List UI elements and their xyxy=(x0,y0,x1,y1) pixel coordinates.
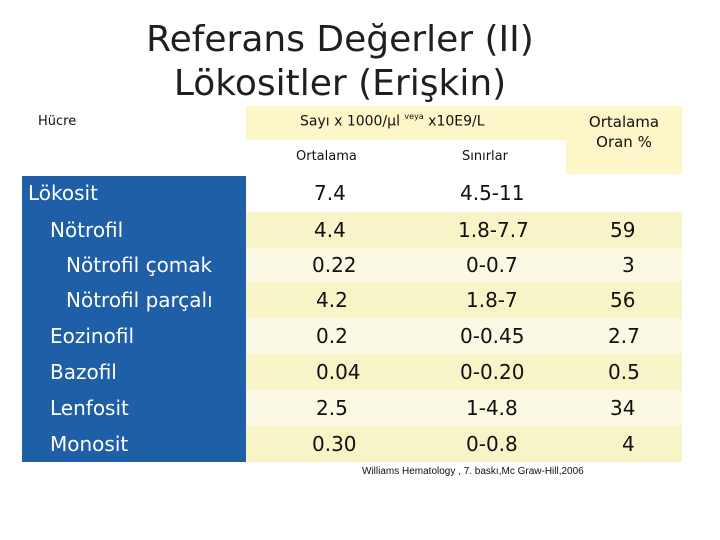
row-cell-notrofil-comak: Nötrofil çomak xyxy=(66,253,212,277)
row-ratio-bazofil: 0.5 xyxy=(608,360,640,384)
row-ratio-monosit: 4 xyxy=(622,432,635,456)
row-range-notrofil: 1.8-7.7 xyxy=(458,218,529,242)
slide-title: Referans Değerler (II) Lökositler (Erişk… xyxy=(100,18,580,106)
row-range-notrofil-comak: 0-0.7 xyxy=(466,253,518,277)
row-mean-lokosit: 7.4 xyxy=(314,181,346,205)
row-mean-lenfosit: 2.5 xyxy=(316,396,348,420)
row-mean-bazofil: 0.04 xyxy=(316,360,361,384)
row-cell-bazofil: Bazofil xyxy=(50,360,117,384)
row-cell-notrofil-parcali: Nötrofil parçalı xyxy=(66,288,213,312)
row-range-notrofil-parcali: 1.8-7 xyxy=(466,288,518,312)
header-range-label: Sınırlar xyxy=(462,149,508,164)
row-range-monosit: 0-0.8 xyxy=(466,432,518,456)
row-mean-notrofil: 4.4 xyxy=(314,218,346,242)
header-avg-label: Ortalama xyxy=(296,149,357,164)
row-range-eozinofil: 0-0.45 xyxy=(460,324,524,348)
header-count-label: Sayı x 1000/µl veya x10E9/L xyxy=(300,112,485,130)
row-range-lokosit: 4.5-11 xyxy=(460,181,524,205)
row-ratio-notrofil: 59 xyxy=(610,218,635,242)
row-cell-lokosit: Lökosit xyxy=(28,181,98,205)
row-mean-notrofil-comak: 0.22 xyxy=(312,253,357,277)
row-ratio-eozinofil: 2.7 xyxy=(608,324,640,348)
title-line-2: Lökositler (Erişkin) xyxy=(100,62,580,106)
header-count-main: Sayı x 1000/µl xyxy=(300,113,400,129)
header-ratio-label: Ortalama Oran % xyxy=(566,112,682,152)
row-range-bazofil: 0-0.20 xyxy=(460,360,524,384)
header-subcols-bg xyxy=(246,140,566,174)
row-range-lenfosit: 1-4.8 xyxy=(466,396,518,420)
row-ratio-lenfosit: 34 xyxy=(610,396,635,420)
header-count-alt: x10E9/L xyxy=(428,113,484,129)
row-mean-eozinofil: 0.2 xyxy=(316,324,348,348)
row-mean-monosit: 0.30 xyxy=(312,432,357,456)
header-ratio-line-1: Ortalama xyxy=(566,112,682,132)
title-line-1: Referans Değerler (II) xyxy=(100,18,580,62)
header-count-sup: veya xyxy=(404,112,423,121)
row-cell-eozinofil: Eozinofil xyxy=(50,324,134,348)
row-bg-0-ratio xyxy=(566,176,682,212)
source-citation: Williams Hematology , 7. baskı,Mc Graw-H… xyxy=(362,466,584,477)
header-ratio-line-2: Oran % xyxy=(566,132,682,152)
row-cell-monosit: Monosit xyxy=(50,432,128,456)
row-cell-lenfosit: Lenfosit xyxy=(50,396,129,420)
row-cell-notrofil: Nötrofil xyxy=(50,218,123,242)
row-ratio-notrofil-comak: 3 xyxy=(622,253,635,277)
row-mean-notrofil-parcali: 4.2 xyxy=(316,288,348,312)
row-ratio-notrofil-parcali: 56 xyxy=(610,288,635,312)
header-cell-label: Hücre xyxy=(38,114,76,129)
